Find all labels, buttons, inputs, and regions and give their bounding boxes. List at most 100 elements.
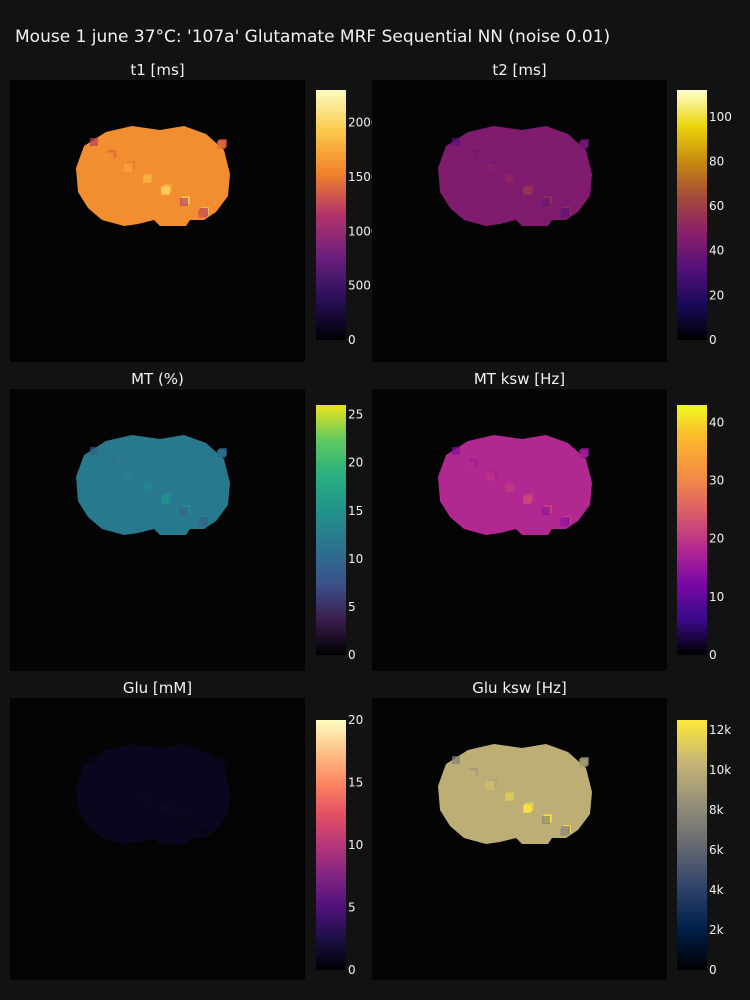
panel-title: MT ksw [Hz] [474, 370, 565, 388]
colorbar [677, 90, 707, 340]
panel-3: MT ksw [Hz] 0 10 20 30 40 [372, 370, 724, 671]
figure-title: Mouse 1 june 37°C: '107a' Glutamate MRF … [15, 27, 610, 47]
heatmap-cell [143, 484, 151, 492]
heatmap-cell [523, 496, 531, 504]
heatmap-cell [180, 198, 188, 206]
colorbar-tick-label: 12k [709, 723, 731, 737]
colorbar-tick-label: 0 [709, 333, 717, 347]
colorbar-tick-label: 4k [709, 883, 724, 897]
heatmap-cell [180, 507, 188, 515]
colorbar-tick-label: 0 [709, 963, 717, 977]
panel-5: Glu ksw [Hz] 0 2k 4k 6k 8k 10k 12k [372, 679, 731, 980]
colorbar [316, 720, 346, 970]
heatmap-cell [105, 771, 113, 779]
colorbar [316, 405, 346, 655]
heatmap-cell [542, 507, 550, 515]
colorbar-tick-label: 2k [709, 923, 724, 937]
colorbar-tick-label: 40 [709, 244, 724, 258]
heatmap-cell [452, 756, 460, 764]
heatmap-cell [105, 153, 113, 161]
heatmap-cell [198, 210, 206, 218]
heatmap-cell [505, 484, 513, 492]
heatmap-cell [542, 198, 550, 206]
heatmap-cell [161, 187, 169, 195]
colorbar-tick-label: 0 [348, 333, 356, 347]
heatmap-cell [542, 816, 550, 824]
colorbar-tick-label: 0 [709, 648, 717, 662]
colorbar-tick-label: 500 [348, 279, 371, 293]
heatmap-cell [467, 462, 475, 470]
panel-title: Glu ksw [Hz] [472, 679, 566, 697]
panel-title: Glu [mM] [123, 679, 192, 697]
colorbar-tick-label: 60 [709, 199, 724, 213]
heatmap-cell [505, 175, 513, 183]
colorbar-tick-label: 10 [709, 590, 724, 604]
heatmap-cell [523, 187, 531, 195]
heatmap-cell [105, 462, 113, 470]
heatmap-cell [124, 164, 132, 172]
heatmap-cell [579, 141, 587, 149]
heatmap-cell [124, 473, 132, 481]
heatmap-cell [198, 519, 206, 527]
panel-0: t1 [ms] 0 500 1000 1500 2000 [10, 61, 379, 362]
heatmap-cell [505, 793, 513, 801]
colorbar-tick-label: 2000 [348, 116, 379, 130]
colorbar-tick-label: 10 [348, 838, 363, 852]
colorbar-tick-label: 20 [348, 456, 363, 470]
panel-1: t2 [ms] 0 20 40 60 80 100 [372, 61, 732, 362]
heatmap-cell [452, 447, 460, 455]
colorbar-tick-label: 0 [348, 648, 356, 662]
heatmap-cell [452, 138, 460, 146]
panel-4: Glu [mM] 0 5 10 15 20 [10, 679, 363, 980]
colorbar-tick-label: 30 [709, 474, 724, 488]
heatmap-cell [143, 175, 151, 183]
heatmap-cell [124, 782, 132, 790]
panel-title: MT (%) [131, 370, 184, 388]
colorbar-tick-label: 10 [348, 552, 363, 566]
heatmap-cell [90, 756, 98, 764]
heatmap-cell [143, 793, 151, 801]
heatmap-cell [198, 828, 206, 836]
colorbar-tick-label: 25 [348, 408, 363, 422]
colorbar [677, 720, 707, 970]
heatmap-cell [523, 805, 531, 813]
heatmap-cell [161, 496, 169, 504]
panel-title: t1 [ms] [130, 61, 184, 79]
heatmap-cell [486, 164, 494, 172]
heatmap-cell [467, 771, 475, 779]
heatmap-cell [217, 450, 225, 458]
colorbar-tick-label: 100 [709, 110, 732, 124]
colorbar [316, 90, 346, 340]
heatmap-cell [161, 805, 169, 813]
colorbar-tick-label: 20 [709, 532, 724, 546]
heatmap-cell [486, 473, 494, 481]
heatmap-cell [486, 782, 494, 790]
heatmap-cell [90, 138, 98, 146]
heatmap-cell [579, 759, 587, 767]
colorbar-tick-label: 5 [348, 600, 356, 614]
colorbar-tick-label: 15 [348, 776, 363, 790]
heatmap-cell [90, 447, 98, 455]
colorbar-tick-label: 8k [709, 803, 724, 817]
colorbar [677, 405, 707, 655]
heatmap-cell [560, 210, 568, 218]
colorbar-tick-label: 15 [348, 504, 363, 518]
colorbar-tick-label: 6k [709, 843, 724, 857]
heatmap-cell [217, 141, 225, 149]
colorbar-tick-label: 0 [348, 963, 356, 977]
heatmap-cell [560, 828, 568, 836]
colorbar-tick-label: 80 [709, 154, 724, 168]
colorbar-tick-label: 20 [709, 288, 724, 302]
panel-title: t2 [ms] [492, 61, 546, 79]
heatmap-cell [217, 759, 225, 767]
colorbar-tick-label: 1500 [348, 170, 379, 184]
colorbar-tick-label: 40 [709, 415, 724, 429]
heatmap-cell [467, 153, 475, 161]
colorbar-tick-label: 1000 [348, 224, 379, 238]
heatmap-cell [579, 450, 587, 458]
panel-2: MT (%) 0 5 10 15 20 25 [10, 370, 363, 671]
colorbar-tick-label: 10k [709, 763, 731, 777]
colorbar-tick-label: 5 [348, 901, 356, 915]
